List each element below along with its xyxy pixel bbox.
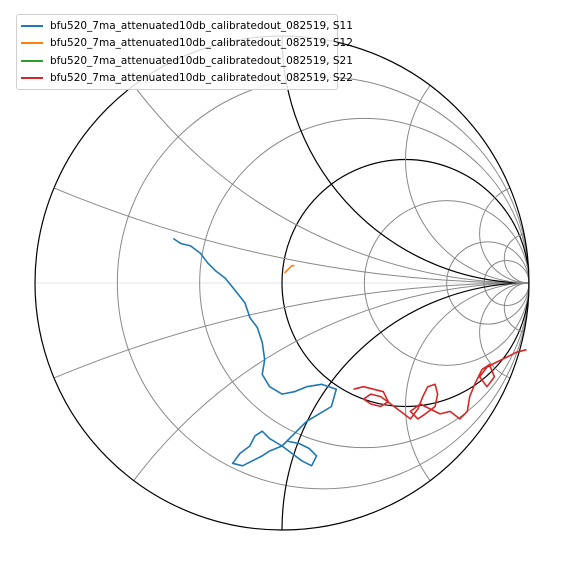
- legend-label-s21: bfu520_7ma_attenuated10db_calibratedout_…: [50, 54, 353, 67]
- resistance-circle: [446, 241, 529, 325]
- resistance-circle: [199, 117, 529, 449]
- legend-item-s21: bfu520_7ma_attenuated10db_calibratedout_…: [21, 52, 353, 70]
- legend-swatch-s11: [21, 24, 43, 27]
- legend-label-s22: bfu520_7ma_attenuated10db_calibratedout_…: [50, 72, 353, 85]
- legend-label-s12: bfu520_7ma_attenuated10db_calibratedout_…: [50, 37, 353, 50]
- legend: bfu520_7ma_attenuated10db_calibratedout_…: [16, 14, 353, 90]
- reactance-arc: [479, 282, 529, 383]
- series-trace-3: [353, 348, 527, 420]
- series-trace-0: [172, 237, 338, 467]
- reactance-arc: [405, 282, 529, 530]
- series-layer: [172, 237, 527, 467]
- legend-item-s11: bfu520_7ma_attenuated10db_calibratedout_…: [21, 17, 353, 35]
- reactance-arc: [479, 183, 529, 284]
- legend-swatch-s12: [21, 42, 43, 45]
- legend-label-s11: bfu520_7ma_attenuated10db_calibratedout_…: [50, 19, 353, 32]
- series-trace-1: [283, 264, 295, 274]
- legend-swatch-s22: [21, 77, 43, 80]
- reactance-arc: [405, 36, 529, 284]
- legend-item-s22: bfu520_7ma_attenuated10db_calibratedout_…: [21, 70, 353, 88]
- legend-item-s12: bfu520_7ma_attenuated10db_calibratedout_…: [21, 35, 353, 53]
- legend-swatch-s21: [21, 59, 43, 62]
